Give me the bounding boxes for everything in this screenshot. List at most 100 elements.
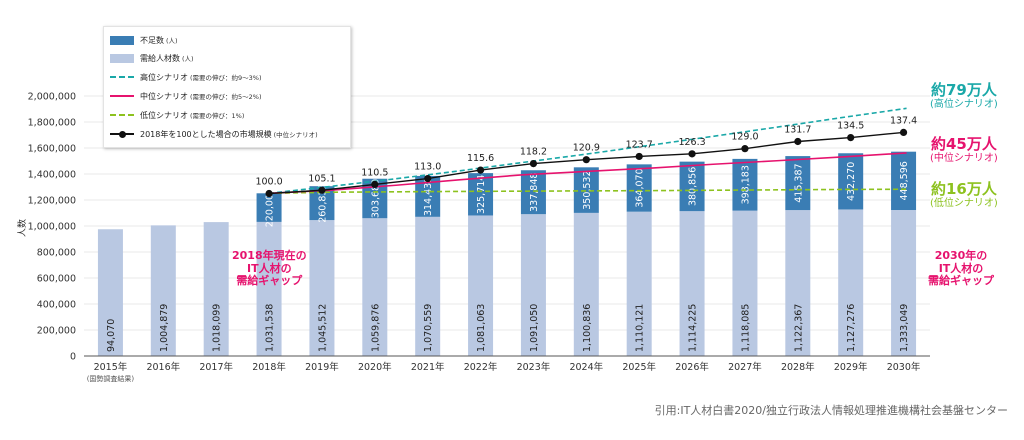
legend-label-mid: 中位シナリオ <box>140 91 188 101</box>
supply-value-label: 1,127,276 <box>846 304 857 352</box>
supply-bar <box>679 211 705 356</box>
y-axis-label: 人数 <box>16 219 28 237</box>
supply-bar <box>362 218 388 356</box>
x-tick-label: 2030年 <box>887 361 921 373</box>
shortage-value-label: 220,000 <box>265 188 276 227</box>
annotation-gap-2018-line1: 2018年現在の <box>232 249 307 262</box>
market-index-label: 126.3 <box>678 137 705 148</box>
annotation-gap-2030-line3: 需給ギャップ <box>928 274 994 288</box>
supply-value-label: 1,081,063 <box>476 304 487 352</box>
source-credit: 引用:IT人材白書2020/独立行政法人情報処理推進機構社会基盤センター <box>654 404 1008 417</box>
market-size-line: 100.0 105.1 110.5 113.0 115.6 118.2 120.9 123.7… <box>255 115 917 198</box>
market-index-label: 115.6 <box>467 153 494 164</box>
legend-item-market: 2018年を100とした場合の市場規模 (中位シナリオ) <box>110 127 318 141</box>
y-tick-label: 200,000 <box>37 326 76 337</box>
supply-value-label: 1,100,836 <box>582 304 593 352</box>
shortage-bar <box>573 167 599 213</box>
x-tick-label: 2015年 <box>94 361 128 373</box>
y-tick-label: 1,200,000 <box>28 196 76 207</box>
supply-value-label: 1,118,085 <box>740 304 751 352</box>
market-index-label: 120.9 <box>573 143 600 154</box>
market-point <box>847 134 855 142</box>
annotation-gap-2018-line3: 需給ギャップ <box>236 274 303 288</box>
market-point <box>265 189 273 198</box>
annotation-low-value: 約16万人 <box>930 180 997 198</box>
shortage-value-label: 260,835 <box>317 183 328 222</box>
shortage-value-label: 364,070 <box>635 168 646 207</box>
x-tick-label: 2017年 <box>199 361 233 373</box>
market-point <box>688 150 696 158</box>
x-tick-label: 2025年 <box>622 361 656 373</box>
supply-bar <box>468 215 494 356</box>
x-tick-label: 2024年 <box>569 361 603 373</box>
annotation-high: 約79万人 (高位シナリオ) <box>930 81 998 111</box>
market-point <box>371 180 379 188</box>
shortage-bar <box>891 151 917 211</box>
legend-item-high: 高位シナリオ (需要の伸び：約9～3%) <box>110 70 262 84</box>
shortage-value-label: 303,680 <box>370 179 381 218</box>
market-point <box>635 152 643 161</box>
market-point <box>582 156 590 164</box>
legend-label-shortage: 不足数 <box>140 35 164 45</box>
market-index-label: 123.7 <box>626 139 653 150</box>
y-tick-label: 600,000 <box>37 274 76 285</box>
shortage-value-label: 350,532 <box>582 170 593 209</box>
market-index-label: 110.5 <box>361 167 388 178</box>
supply-value-label: 1,004,879 <box>159 304 170 352</box>
x-tick-label: 2016年 <box>146 361 180 373</box>
annotation-gap-2018-line2: IT人材の <box>247 261 292 275</box>
annotation-gap-2030: 2030年の IT人材の 需給ギャップ <box>928 249 994 288</box>
supply-bar <box>785 210 811 356</box>
annotation-mid: 約45万人 (中位シナリオ) <box>930 135 998 165</box>
y-tick-label: 1,400,000 <box>28 170 76 181</box>
bar-labels: 94,070 1,004,879 1,018,099 220,000 1,031,538… <box>106 161 910 352</box>
y-tick-label: 1,000,000 <box>28 222 76 233</box>
legend-item-low: 低位シナリオ (需要の伸び：1%) <box>110 108 244 122</box>
supply-bar <box>150 225 176 356</box>
annotation-gap-2030-line1: 2030年の <box>934 249 988 262</box>
market-point <box>529 160 538 168</box>
supply-bar <box>415 216 441 356</box>
legend-label-low: 低位シナリオ <box>140 110 188 120</box>
supply-value-label: 1,070,559 <box>423 304 434 352</box>
bars <box>97 151 917 356</box>
legend-label-market: 2018年を100とした場合の市場規模 <box>140 129 272 139</box>
supply-value-label: 1,114,225 <box>688 304 699 352</box>
market-point <box>741 145 749 153</box>
annotation-gap-2030-line2: IT人材の <box>938 261 984 275</box>
y-tick-label: 1,800,000 <box>28 118 76 129</box>
legend-note-low: (需要の伸び：1%) <box>190 112 245 120</box>
supply-value-label: 1,031,538 <box>265 304 276 352</box>
x-axis: 2015年 2016年 2017年 2018年 2019年 2020年 2021年 2022年… <box>84 355 930 383</box>
market-index-label: 134.5 <box>837 121 864 132</box>
market-index-label: 105.1 <box>308 173 335 184</box>
shortage-value-label: 448,596 <box>899 161 910 200</box>
shortage-value-label: 337,848 <box>529 173 540 212</box>
supply-value-label: 1,045,512 <box>317 304 328 352</box>
supply-value-label: 1,018,099 <box>212 304 223 352</box>
supply-bar <box>626 211 652 356</box>
x-tick-label: 2018年 <box>252 361 286 373</box>
supply-value-label: 94,070 <box>106 319 117 352</box>
supply-bar <box>732 210 758 356</box>
x-tick-note: (国勢調査結果) <box>87 374 135 383</box>
market-point <box>318 186 326 194</box>
x-tick-label: 2026年 <box>675 361 709 373</box>
market-index-label: 118.2 <box>520 147 547 158</box>
supply-bar <box>838 209 864 356</box>
legend-note-high: (需要の伸び：約9～3%) <box>190 74 262 82</box>
shortage-value-label: 415,387 <box>793 163 804 202</box>
supply-bar <box>256 221 282 356</box>
legend-note-mid: (需要の伸び：約5～2%) <box>190 93 262 101</box>
market-index-label: 100.0 <box>255 177 282 188</box>
supply-bar <box>203 222 229 356</box>
legend-line-high <box>110 76 134 78</box>
x-tick-label: 2023年 <box>517 361 551 373</box>
market-index-label: 137.4 <box>890 115 917 126</box>
shortage-bar <box>626 164 652 212</box>
shortage-bar <box>732 158 758 211</box>
shortage-value-label: 325,714 <box>476 175 487 214</box>
annotation-mid-value: 約45万人 <box>930 135 997 153</box>
market-index-label: 131.7 <box>784 125 811 136</box>
legend-line-market <box>110 130 134 138</box>
